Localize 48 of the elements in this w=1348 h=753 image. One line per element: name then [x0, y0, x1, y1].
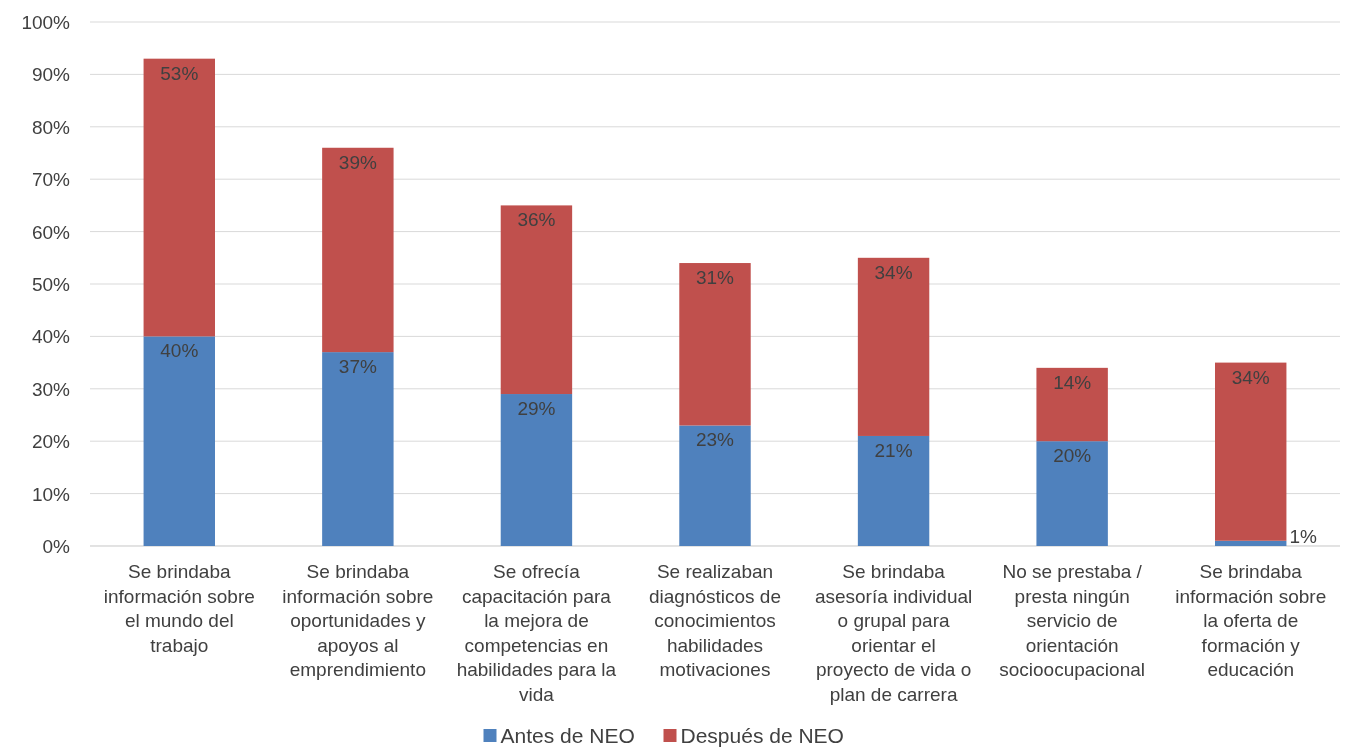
x-tick-label: Se realizaban diagnósticos de conocimientos habilidades motivaciones [648, 561, 782, 680]
bar [1036, 441, 1108, 546]
data-label: 36% [517, 209, 556, 231]
x-tick-label: No se prestaba / presta ningún servicio de orientación socioocupacional [999, 561, 1146, 680]
bar [143, 336, 215, 546]
x-tick-label: Se brindaba asesoría individual o grupal para orientar el proyecto de vida o plan de carrera [814, 561, 973, 705]
bar [857, 435, 930, 546]
bar [1215, 362, 1287, 541]
bar [322, 147, 394, 353]
bar [143, 58, 215, 337]
data-label: 1% [1289, 525, 1317, 547]
bar [679, 263, 751, 426]
y-tick-label: 20% [31, 431, 71, 453]
data-label: 53% [160, 62, 199, 84]
bar [1036, 367, 1108, 442]
data-label: 39% [338, 151, 377, 173]
y-tick-label: 90% [31, 64, 71, 86]
y-tick-label: 50% [31, 274, 71, 295]
y-tick-label: 70% [31, 169, 71, 191]
x-tick-label: Se brindaba información sobre oportunidades y apoyos al emprendimiento [282, 561, 434, 680]
y-tick-label: 100% [21, 12, 71, 33]
bar [500, 205, 573, 395]
y-tick-label: 60% [31, 221, 71, 243]
x-tick-label: Se brindaba información sobre la oferta de formación y educación [1175, 561, 1327, 680]
data-label: 29% [517, 398, 556, 420]
data-label: 23% [695, 429, 735, 451]
data-label: 20% [1053, 445, 1092, 467]
y-tick-label: 0% [42, 536, 71, 557]
bar [679, 425, 751, 546]
bar [1215, 540, 1287, 546]
data-label: 37% [338, 356, 377, 378]
data-label: 31% [695, 267, 735, 289]
data-label: 34% [1231, 366, 1270, 388]
y-tick-label: 80% [31, 116, 71, 138]
data-label: 14% [1053, 371, 1092, 393]
legend-label: Antes de NEO [500, 724, 635, 747]
bar [500, 394, 573, 546]
legend-label: Después de NEO [680, 724, 844, 747]
y-tick-label: 40% [31, 326, 71, 348]
bar [322, 352, 394, 546]
y-tick-label: 10% [31, 483, 71, 505]
data-label: 40% [160, 340, 199, 362]
x-tick-label: Se ofrecía capacitación para la mejora de competencias en habilidades para la vida [456, 561, 617, 705]
data-label: 34% [874, 261, 913, 283]
bar [857, 257, 930, 436]
y-tick-label: 30% [31, 378, 71, 400]
data-label: 21% [874, 439, 913, 461]
x-tick-label: Se brindaba información sobre el mundo del trabajo [103, 561, 255, 656]
